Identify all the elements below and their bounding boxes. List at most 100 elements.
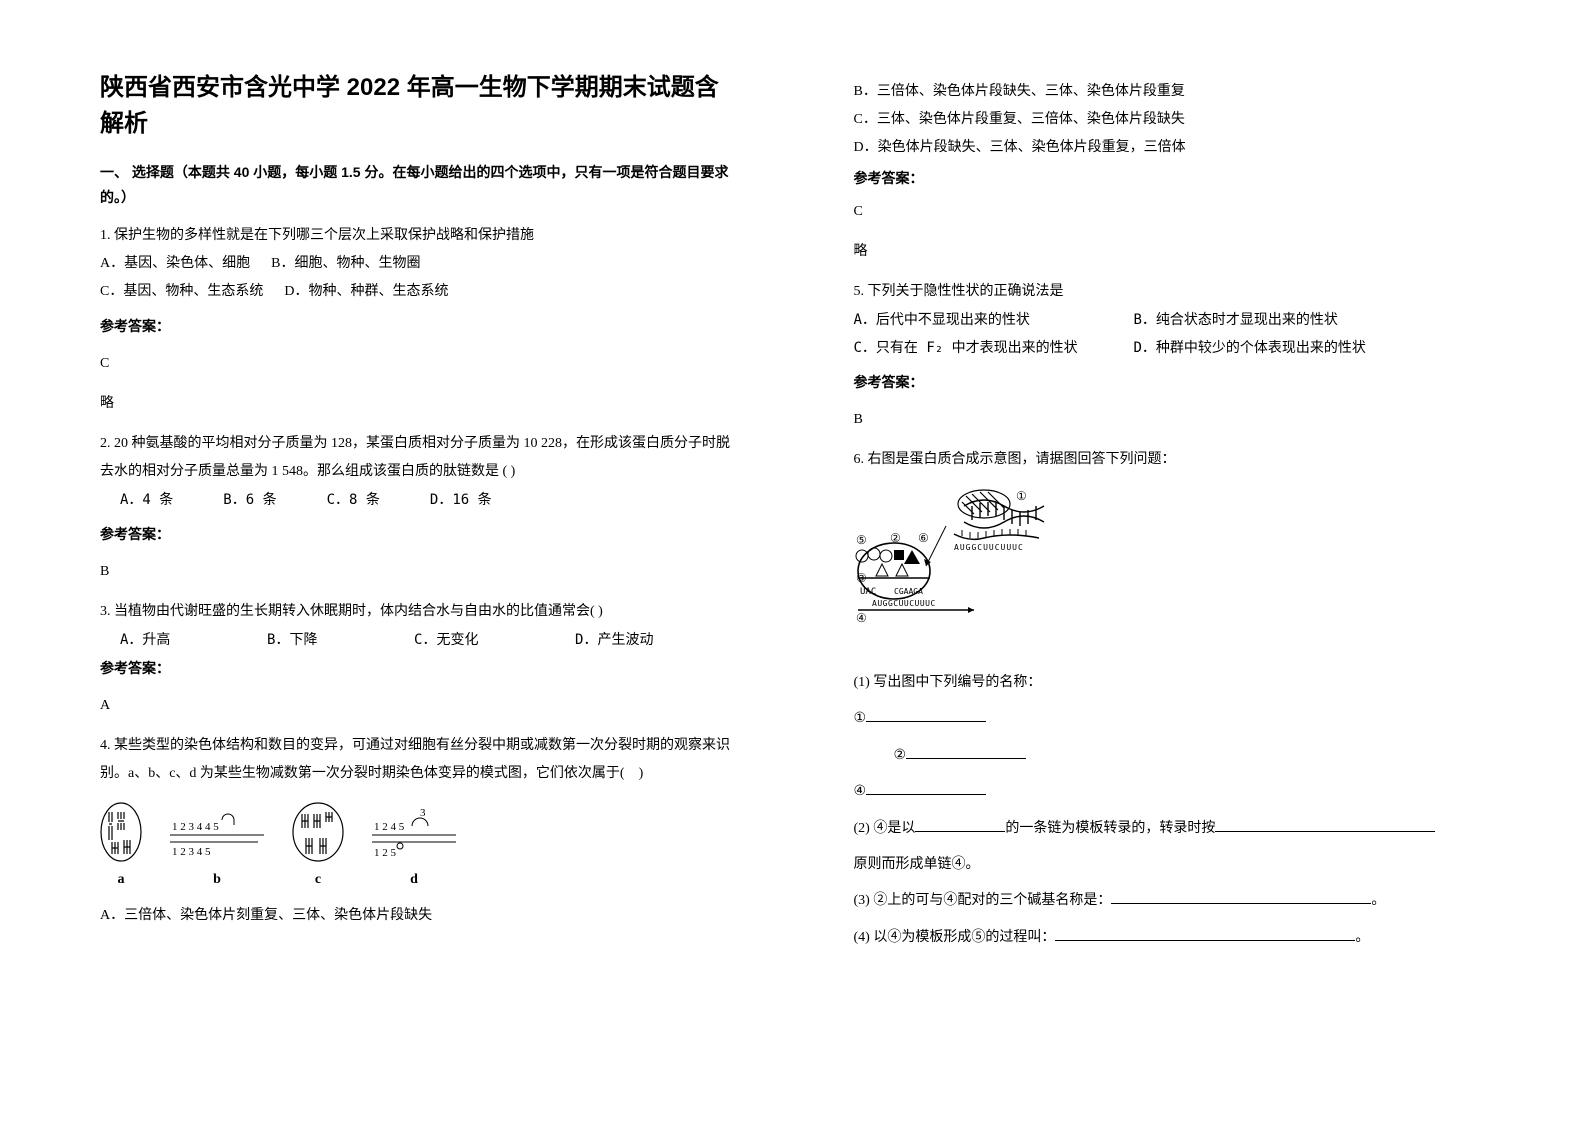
q5-row1: A．后代中不显现出来的性状 B．纯合状态时才显现出来的性状	[854, 306, 1488, 334]
q2-answer-label: 参考答案：	[100, 520, 734, 548]
q6-blank-4: ④	[854, 774, 1488, 810]
q4-answer-label: 参考答案：	[854, 168, 1488, 188]
question-1: 1. 保护生物的多样性就是在下列哪三个层次上采取保护战略和保护措施 A．基因、染…	[100, 222, 734, 418]
page-title: 陕西省西安市含光中学 2022 年高一生物下学期期末试题含解析	[100, 70, 734, 142]
svg-text:AUGGCUUCUUUC: AUGGCUUCUUUC	[872, 599, 936, 608]
blank-input[interactable]	[906, 745, 1026, 759]
svg-text:①: ①	[1016, 489, 1027, 503]
q6-num-4: ④	[854, 784, 867, 799]
q5-opt-a: A．后代中不显现出来的性状	[854, 306, 1134, 334]
q1-note: 略	[100, 390, 734, 418]
q4-opt-c: C．三体、染色体片段重复、三倍体、染色体片段缺失	[854, 106, 1488, 134]
q4-label-b: b	[162, 866, 272, 894]
svg-text:1 2 5: 1 2 5	[374, 847, 397, 859]
q2-opt-b: B．6 条	[223, 486, 276, 514]
svg-text:②: ②	[890, 531, 901, 545]
q3-opt-b: B．下降	[267, 626, 317, 654]
question-2: 2. 20 种氨基酸的平均相对分子质量为 128，某蛋白质相对分子质量为 10 …	[100, 430, 734, 586]
q4-opt-a: A．三倍体、染色体片刻重复、三体、染色体片段缺失	[100, 902, 734, 930]
q4-opt-b: B．三倍体、染色体片段缺失、三体、染色体片段重复	[854, 78, 1488, 106]
blank-input[interactable]	[1055, 927, 1355, 941]
question-3: 3. 当植物由代谢旺盛的生长期转入休眠期时，体内结合水与自由水的比值通常会( )…	[100, 598, 734, 720]
q1-opt-c: C．基因、物种、生态系统	[100, 284, 263, 299]
q4-diagram-d: 3 1 2 4 5 1 2 5 d	[364, 806, 464, 894]
q6-num-1: ①	[854, 711, 867, 726]
q1-stem: 1. 保护生物的多样性就是在下列哪三个层次上采取保护战略和保护措施	[100, 222, 734, 250]
q6-sub1: (1) 写出图中下列编号的名称：	[854, 665, 1488, 701]
q1-answer: C	[100, 350, 734, 378]
q6-sub4a: (4) 以④为模板形成⑤的过程叫：	[854, 930, 1056, 945]
section-header: 一、 选择题（本题共 40 小题，每小题 1.5 分。在每小题给出的四个选项中，…	[100, 160, 734, 210]
q3-opt-c: C．无变化	[414, 626, 478, 654]
svg-text:⑤: ⑤	[856, 533, 867, 547]
blank-input[interactable]	[1111, 890, 1371, 904]
q4-diagram-b: 1 2 3 4 4 5 1 2 3 4 5 b	[162, 812, 272, 894]
q4-diagram-a: a	[100, 802, 142, 894]
q2-opt-d: D．16 条	[430, 486, 492, 514]
q4-note: 略	[854, 238, 1488, 266]
q5-answer: B	[854, 406, 1488, 434]
q2-options: A．4 条 B．6 条 C．8 条 D．16 条	[100, 486, 734, 514]
cell-a-icon	[100, 802, 142, 862]
blank-input[interactable]	[915, 818, 1005, 832]
q3-answer-label: 参考答案：	[100, 654, 734, 682]
svg-text:CGAAGA: CGAAGA	[894, 587, 923, 596]
q4-opt-d: D．染色体片段缺失、三体、染色体片段重复，三倍体	[854, 134, 1488, 162]
protein-synthesis-icon: ① AUGGCUUCUUUC	[854, 486, 1084, 636]
q6-stem: 6. 右图是蛋白质合成示意图，请据图回答下列问题：	[854, 446, 1488, 474]
q6-blank-1: ①	[854, 701, 1488, 737]
svg-text:1 2 3 4 4 5: 1 2 3 4 4 5	[172, 821, 219, 833]
q6-sub3b: 。	[1371, 893, 1385, 908]
q1-opt-b: B．细胞、物种、生物圈	[271, 256, 420, 271]
q6-sub4b: 。	[1355, 930, 1369, 945]
q2-stem: 2. 20 种氨基酸的平均相对分子质量为 128，某蛋白质相对分子质量为 10 …	[100, 430, 734, 486]
question-6: 6. 右图是蛋白质合成示意图，请据图回答下列问题：	[854, 446, 1488, 956]
q5-opt-c: C．只有在 F₂ 中才表现出来的性状	[854, 334, 1134, 362]
q2-opt-a: A．4 条	[120, 486, 173, 514]
q4-diagram-c: c	[292, 802, 344, 894]
q6-sub4: (4) 以④为模板形成⑤的过程叫： 。	[854, 920, 1488, 956]
q3-stem: 3. 当植物由代谢旺盛的生长期转入休眠期时，体内结合水与自由水的比值通常会( )	[100, 598, 734, 626]
q6-sub2c: 原则而形成单链④。	[854, 847, 1488, 883]
svg-text:UAC: UAC	[860, 587, 876, 597]
q1-opt-d: D．物种、种群、生态系统	[284, 284, 448, 299]
q5-answer-label: 参考答案：	[854, 368, 1488, 396]
q1-options: A．基因、染色体、细胞 B．细胞、物种、生物圈	[100, 250, 734, 278]
svg-text:③: ③	[856, 571, 867, 585]
q6-diagram: ① AUGGCUUCUUUC	[854, 486, 1488, 647]
svg-text:1 2 3 4 5: 1 2 3 4 5	[172, 846, 211, 858]
q6-sub3: (3) ②上的可与④配对的三个碱基名称是： 。	[854, 883, 1488, 919]
question-5: 5. 下列关于隐性性状的正确说法是 A．后代中不显现出来的性状 B．纯合状态时才…	[854, 278, 1488, 434]
blank-input[interactable]	[866, 708, 986, 722]
svg-text:④: ④	[856, 611, 867, 625]
q3-opt-a: A．升高	[120, 626, 170, 654]
q4-label-a: a	[100, 866, 142, 894]
q2-answer: B	[100, 558, 734, 586]
svg-text:AUGGCUUCUUUC: AUGGCUUCUUUC	[954, 543, 1024, 552]
q4-answer: C	[854, 198, 1488, 226]
q1-answer-label: 参考答案：	[100, 312, 734, 340]
q4-label-c: c	[292, 866, 344, 894]
svg-text:⑥: ⑥	[918, 531, 929, 545]
q3-opt-d: D．产生波动	[575, 626, 653, 654]
q4-diagram: a 1 2 3 4 4 5 1 2 3 4 5 b	[100, 802, 734, 894]
q5-row2: C．只有在 F₂ 中才表现出来的性状 D．种群中较少的个体表现出来的性状	[854, 334, 1488, 362]
q6-sub3a: (3) ②上的可与④配对的三个碱基名称是：	[854, 893, 1112, 908]
q1-options-2: C．基因、物种、生态系统 D．物种、种群、生态系统	[100, 278, 734, 306]
q4-stem: 4. 某些类型的染色体结构和数目的变异，可通过对细胞有丝分裂中期或减数第一次分裂…	[100, 732, 734, 788]
q1-opt-a: A．基因、染色体、细胞	[100, 256, 250, 271]
q6-blank-2: ②	[854, 738, 1488, 774]
q5-opt-d: D．种群中较少的个体表现出来的性状	[1134, 334, 1366, 362]
q6-sub2: (2) ④是以的一条链为模板转录的，转录时按	[854, 811, 1488, 847]
paired-d-icon: 3 1 2 4 5 1 2 5	[364, 806, 464, 862]
q2-opt-c: C．8 条	[327, 486, 380, 514]
q5-stem: 5. 下列关于隐性性状的正确说法是	[854, 278, 1488, 306]
q4-label-d: d	[364, 866, 464, 894]
svg-text:3: 3	[420, 807, 426, 819]
q6-num-2: ②	[894, 748, 907, 763]
blank-input[interactable]	[866, 781, 986, 795]
paired-b-icon: 1 2 3 4 4 5 1 2 3 4 5	[162, 812, 272, 862]
q6-sub2a: (2) ④是以	[854, 821, 916, 836]
blank-input[interactable]	[1215, 818, 1435, 832]
svg-text:1 2 4 5: 1 2 4 5	[374, 821, 405, 833]
